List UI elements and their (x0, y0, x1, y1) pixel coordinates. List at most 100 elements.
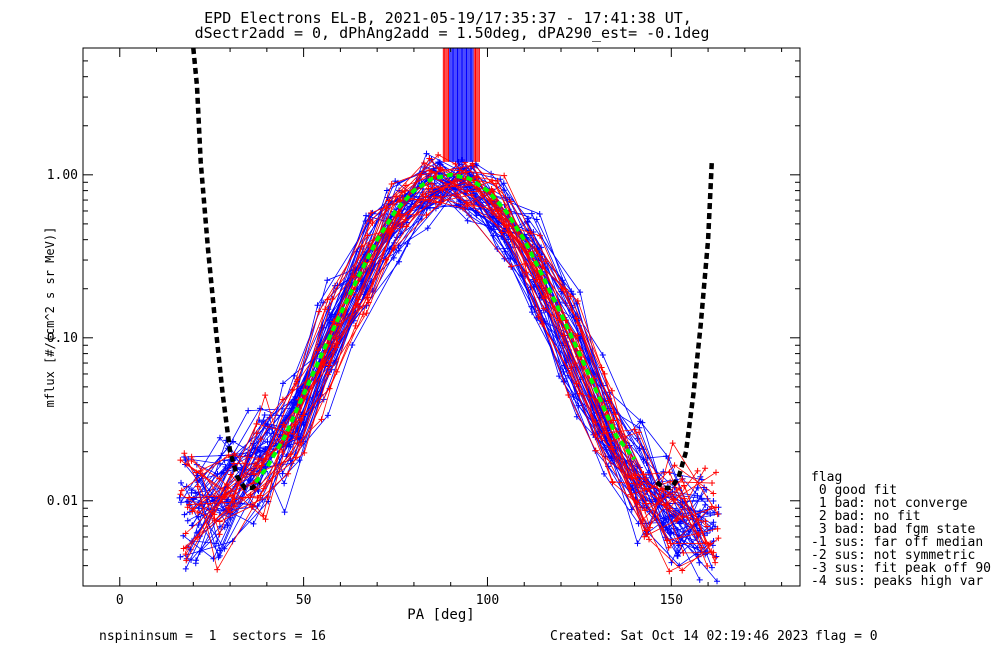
red-series-point (533, 276, 540, 283)
red-series-point (177, 457, 184, 464)
blue-series-point (245, 407, 252, 414)
blue-series-point (264, 438, 271, 445)
red-series-point (639, 516, 646, 523)
red-series-point (431, 193, 438, 200)
blue-series-point (177, 499, 184, 506)
blue-series-point (250, 520, 257, 527)
blue-series-point (696, 576, 703, 583)
red-series-point (253, 430, 260, 437)
red-series-point (671, 462, 678, 469)
blue-series-point (529, 309, 536, 316)
blue-series-point (711, 509, 718, 516)
blue-series-point (177, 553, 184, 560)
blue-series-point (281, 509, 288, 516)
red-series-point (188, 457, 195, 464)
red-series-point (322, 306, 329, 313)
red-series-line (186, 176, 719, 572)
red-series-point (180, 545, 187, 552)
blue-series-point (696, 559, 703, 566)
red-series-point (713, 469, 720, 476)
red-series-point (702, 539, 709, 546)
blue-series-point (215, 554, 222, 561)
blue-series-point (261, 411, 268, 418)
blue-series-point (230, 438, 237, 445)
blue-series-point (464, 217, 471, 224)
red-series-point (452, 160, 459, 167)
x-tick-label: 0 (116, 593, 124, 608)
red-series-point (367, 218, 374, 225)
red-series-point (329, 295, 336, 302)
red-series-point (429, 168, 436, 175)
red-series-point (664, 537, 671, 544)
red-series-point (608, 387, 615, 394)
red-series-point (184, 504, 191, 511)
blue-series-point (395, 247, 402, 254)
red-series-point (318, 416, 325, 423)
legend-header: flag (811, 470, 842, 485)
red-series-point (403, 223, 410, 230)
red-series-point (293, 380, 300, 387)
red-series-point (522, 260, 529, 267)
legend: flag 0 good fit 1 bad: not converge 2 ba… (811, 470, 991, 589)
blue-series-point (314, 388, 321, 395)
red-series-point (536, 277, 543, 284)
red-series-point (460, 205, 466, 212)
red-series-point (609, 478, 616, 485)
red-series-point (708, 548, 715, 555)
legend-entry: 3 bad: bad fgm state (811, 522, 976, 537)
red-series-point (281, 424, 288, 431)
blue-series-point (289, 401, 296, 408)
red-series-point (665, 544, 672, 551)
red-series-point (353, 293, 360, 300)
blue-series-point (262, 420, 269, 427)
red-series-point (364, 294, 371, 301)
red-series-point (456, 167, 463, 174)
red-series-point (262, 392, 269, 399)
blue-series-point (214, 471, 221, 478)
red-series-point (464, 188, 471, 195)
blue-series-line (191, 183, 698, 548)
blue-series-line (191, 189, 711, 531)
blue-series-line (199, 171, 706, 557)
red-series-point (666, 469, 673, 476)
blue-series-line (199, 185, 699, 557)
red-series-point (388, 180, 395, 187)
red-series-point (216, 475, 223, 482)
blue-series-point (674, 527, 681, 534)
blue-series-point (182, 565, 189, 572)
red-series-point (183, 557, 190, 564)
red-series-point (565, 391, 572, 398)
red-series-point (425, 185, 432, 192)
blue-series-point (216, 523, 223, 530)
red-series-point (258, 462, 265, 469)
red-series-point (558, 285, 565, 292)
red-series-point (540, 305, 547, 312)
red-series-point (642, 475, 649, 482)
blue-series-point (184, 517, 191, 524)
red-series-line (192, 161, 699, 535)
blue-series-point (314, 302, 321, 309)
red-series-point (183, 544, 190, 551)
x-tick-label: 150 (660, 593, 683, 608)
blue-series-point (637, 418, 644, 425)
red-series-point (231, 450, 238, 457)
x-tick-label: 100 (476, 593, 499, 608)
red-series-point (663, 501, 670, 508)
blue-series-point (395, 179, 402, 186)
red-series-point (333, 335, 340, 342)
blue-series-point (257, 447, 264, 454)
blue-series-point (210, 555, 217, 562)
blue-series-point (528, 210, 535, 217)
blue-series-point (216, 552, 223, 559)
red-series-point (464, 203, 471, 210)
red-series-line (183, 184, 717, 521)
red-series-point (598, 435, 605, 442)
blue-series-point (601, 470, 608, 477)
blue-series-group (176, 150, 722, 585)
red-series-line (185, 175, 708, 567)
red-series-point (498, 229, 505, 236)
red-series-point (669, 440, 676, 447)
red-series-point (363, 310, 370, 317)
red-series-point (533, 248, 540, 255)
